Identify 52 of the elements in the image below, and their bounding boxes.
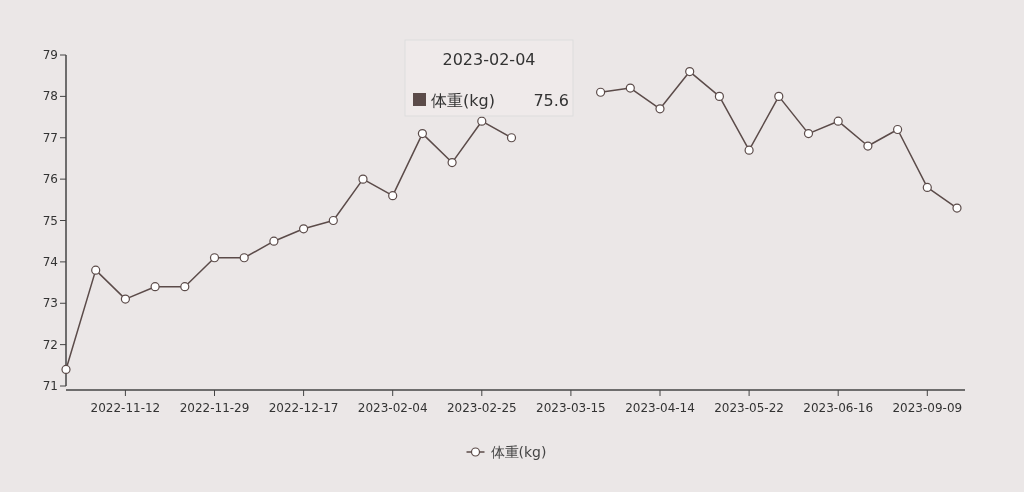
point	[358, 174, 368, 184]
point	[180, 282, 190, 292]
point	[625, 83, 635, 93]
y-tick-label: 75	[42, 213, 58, 228]
point	[506, 133, 517, 143]
point	[655, 104, 665, 114]
point	[328, 215, 338, 226]
point	[120, 294, 130, 304]
point	[61, 364, 71, 375]
point	[803, 129, 814, 139]
point	[952, 203, 962, 213]
x-tick-label: 2023-06-16	[803, 401, 874, 415]
annotation: 体重(kg)	[431, 91, 495, 110]
point	[477, 116, 487, 126]
point	[91, 265, 101, 275]
x-tick-label: 2022-11-12	[90, 401, 161, 415]
point	[863, 141, 873, 151]
y-tick-label: 74	[42, 254, 58, 269]
point	[417, 129, 427, 139]
point	[150, 282, 160, 292]
x-tick-label: 2022-11-29	[179, 401, 250, 415]
x-tick-label: 2023-09-09	[892, 401, 963, 415]
point	[596, 87, 606, 97]
point	[833, 116, 843, 126]
annotation: 75.6	[533, 91, 569, 110]
x-tick-label: 2023-03-15	[536, 401, 606, 415]
point	[893, 124, 903, 135]
point	[714, 91, 724, 101]
x-tick-label: 2023-04-14	[625, 401, 695, 415]
y-tick-label: 76	[42, 172, 58, 187]
x-tick-label: 2023-05-22	[714, 401, 784, 415]
point	[269, 236, 279, 246]
point	[685, 66, 695, 77]
y-tick-label: 71	[42, 379, 58, 393]
y-tick-label: 77	[42, 130, 58, 145]
point	[239, 253, 249, 263]
annotation: 2023-02-04	[442, 50, 536, 69]
y-tick-label: 79	[42, 48, 58, 62]
point	[447, 157, 457, 168]
x-tick-label: 2023-02-04	[357, 401, 428, 415]
point	[388, 191, 398, 201]
y-tick-label: 72	[42, 337, 58, 352]
legend-label: 体重(kg)	[490, 444, 547, 460]
x-tick-label: 2023-02-25	[446, 401, 517, 415]
x-tick-label: 2022-12-17	[268, 401, 339, 415]
point	[209, 253, 220, 263]
y-tick-label: 73	[42, 296, 58, 311]
point	[774, 91, 784, 101]
point	[299, 224, 309, 234]
y-tick-label: 78	[42, 89, 58, 104]
point	[744, 145, 754, 155]
point	[922, 182, 932, 192]
